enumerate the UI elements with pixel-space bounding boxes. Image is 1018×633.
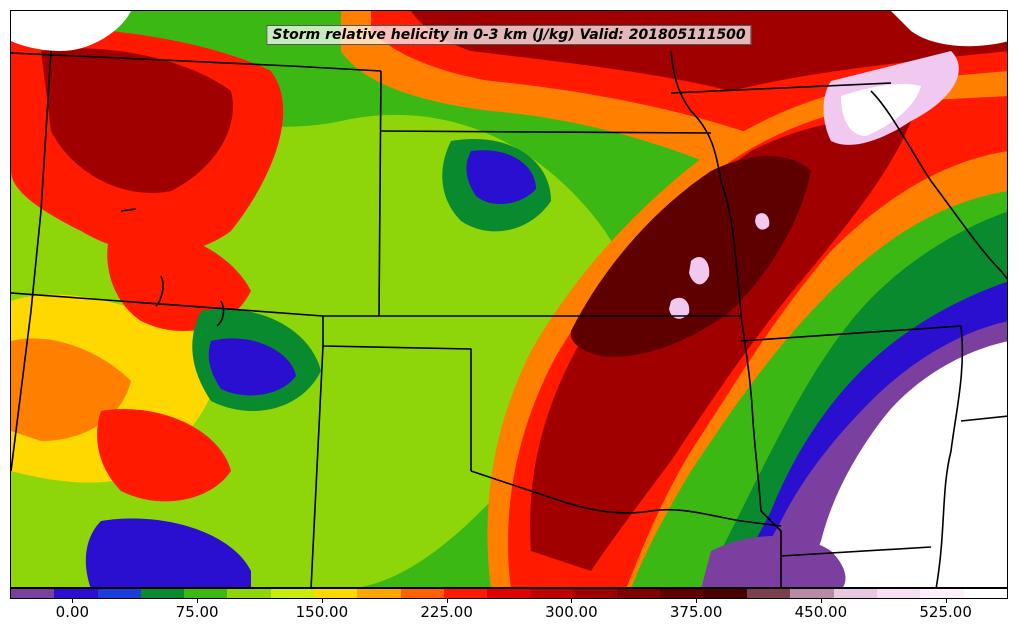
colorbar-segment-10 — [443, 589, 488, 598]
field-red-west-mtn — [107, 229, 251, 331]
colorbar-segment-22 — [963, 589, 1007, 598]
border-red-river — [470, 470, 782, 527]
colorbar-segment-15 — [660, 589, 704, 598]
field-white-southeast — [803, 341, 1007, 587]
map-title: Storm relative helicity in 0-3 km (J/kg)… — [266, 25, 752, 45]
colorbar — [10, 588, 1008, 599]
colorbar-segment-9 — [400, 589, 444, 598]
colorbar-segment-2 — [97, 589, 141, 598]
lake-kansas — [120, 208, 137, 212]
colorbar-segment-17 — [747, 589, 791, 598]
colorbar-segment-11 — [487, 589, 531, 598]
field-dred-corridor — [530, 119, 911, 571]
helicity-map: Storm relative helicity in 0-3 km (J/kg)… — [10, 10, 1008, 588]
colorbar-tick-label: 225.00 — [420, 603, 473, 621]
border-oklahoma-panhandle — [322, 316, 472, 471]
colorbar-segment-6 — [270, 589, 315, 598]
field-blue-southwest — [85, 518, 251, 587]
colorbar-tick-mark — [820, 599, 822, 603]
border-nebraska-north — [11, 52, 382, 72]
colorbar-ticks: 0.00 75.00 150.00 225.00 300.00 375.00 450.00 5… — [10, 599, 1008, 629]
colorbar-segment-14 — [617, 589, 661, 598]
colorbar-tick-label: 525.00 — [919, 603, 972, 621]
colorbar-tick-mark — [197, 599, 199, 603]
border-arkansas-north — [740, 325, 962, 342]
colorbar-tick-mark — [696, 599, 698, 603]
colorbar-tick-label: 300.00 — [545, 603, 598, 621]
border-tennessee — [960, 415, 1007, 422]
field-white-ne-corner — [891, 11, 1007, 47]
field-pink-cell-1 — [689, 256, 710, 285]
helicity-field — [11, 11, 1007, 587]
colorbar-segment-19 — [833, 589, 877, 598]
colorbar-segment-1 — [54, 589, 98, 598]
border-nebraska-kansas — [380, 130, 712, 134]
border-iowa-north — [670, 82, 892, 94]
border-mississippi-south — [935, 325, 964, 587]
colorbar-segment-8 — [357, 589, 401, 598]
colorbar-tick-mark — [321, 599, 323, 603]
field-white-northeast — [841, 84, 921, 136]
colorbar-tick-label: 450.00 — [794, 603, 848, 621]
colorbar-segment-20 — [876, 589, 921, 598]
colorbar-tick-label: 75.00 — [175, 603, 219, 621]
field-pink-cell-3 — [755, 213, 770, 230]
field-blue-kansas — [466, 150, 536, 205]
border-oklahoma-west — [310, 345, 324, 587]
colorbar-segment-13 — [573, 589, 618, 598]
colorbar-segment-0 — [11, 589, 55, 598]
colorbar-segment-12 — [530, 589, 574, 598]
field-dred-nw — [41, 48, 233, 193]
border-arkansas-south — [780, 546, 932, 557]
colorbar-segment-16 — [703, 589, 748, 598]
field-blue-central — [208, 338, 296, 396]
colorbar-tick-mark — [446, 599, 448, 603]
border-nebraska-south — [11, 292, 741, 317]
field-pink-cell-2 — [669, 297, 690, 319]
colorbar-tick-label: 0.00 — [55, 603, 90, 621]
colorbar-segment-4 — [184, 589, 228, 598]
colorbar-segment-18 — [790, 589, 834, 598]
colorbar-tick-mark — [945, 599, 947, 603]
colorbar-tick-mark — [72, 599, 74, 603]
colorbar-segment-5 — [227, 589, 271, 598]
colorbar-tick-label: 150.00 — [295, 603, 349, 621]
colorbar-segment-21 — [920, 589, 964, 598]
border-colorado-west — [11, 50, 52, 472]
colorbar-tick-label: 375.00 — [669, 603, 723, 621]
field-white-nw-corner — [11, 11, 131, 51]
colorbar-segment-7 — [314, 589, 358, 598]
colorbar-tick-mark — [571, 599, 573, 603]
state-boundaries — [11, 50, 1007, 587]
colorbar-segment-3 — [140, 589, 185, 598]
lake-utah — [155, 275, 164, 307]
border-missouri-river — [670, 50, 742, 317]
lake-colorado — [216, 300, 225, 327]
border-missouri-east — [740, 315, 782, 587]
border-mississippi — [870, 90, 1007, 280]
border-kansas-west — [378, 70, 382, 317]
field-purple-southeast-2 — [701, 536, 846, 587]
field-red-sw — [97, 409, 231, 502]
field-maroon-core — [570, 156, 811, 357]
